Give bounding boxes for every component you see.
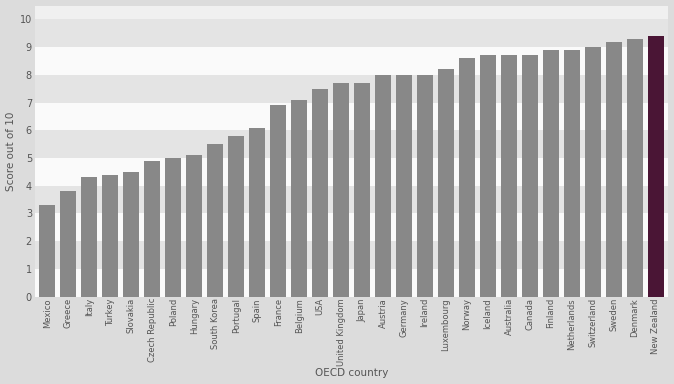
Bar: [144, 161, 160, 297]
Bar: [35, 214, 669, 241]
Bar: [35, 186, 669, 214]
Bar: [35, 20, 669, 47]
Bar: [249, 127, 265, 297]
Bar: [543, 50, 559, 297]
Bar: [627, 39, 643, 297]
Bar: [102, 175, 118, 297]
Bar: [291, 100, 307, 297]
Bar: [82, 177, 97, 297]
Bar: [35, 241, 669, 269]
X-axis label: OECD country: OECD country: [315, 368, 388, 379]
Bar: [375, 75, 391, 297]
Bar: [35, 158, 669, 186]
Bar: [270, 105, 286, 297]
Bar: [333, 83, 349, 297]
Bar: [123, 172, 139, 297]
Bar: [522, 55, 538, 297]
Bar: [35, 269, 669, 297]
Bar: [396, 75, 412, 297]
Bar: [585, 47, 601, 297]
Bar: [35, 130, 669, 158]
Y-axis label: Score out of 10: Score out of 10: [5, 111, 16, 191]
Bar: [186, 155, 202, 297]
Bar: [312, 89, 328, 297]
Bar: [35, 47, 669, 75]
Bar: [40, 205, 55, 297]
Bar: [165, 158, 181, 297]
Bar: [417, 75, 433, 297]
Bar: [355, 83, 370, 297]
Bar: [61, 191, 76, 297]
Bar: [648, 36, 664, 297]
Bar: [35, 75, 669, 103]
Bar: [459, 58, 475, 297]
Bar: [228, 136, 244, 297]
Bar: [208, 144, 223, 297]
Bar: [564, 50, 580, 297]
Bar: [480, 55, 496, 297]
Bar: [606, 41, 621, 297]
Bar: [438, 70, 454, 297]
Bar: [35, 103, 669, 130]
Bar: [501, 55, 517, 297]
